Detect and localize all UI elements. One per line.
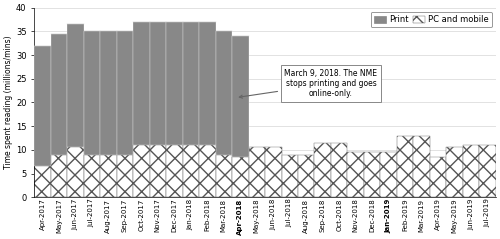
Bar (364, 152, 380, 197)
Bar (265, 147, 281, 197)
Bar (67, 24, 84, 147)
Bar (100, 155, 116, 197)
Bar (446, 147, 463, 197)
Bar (34, 46, 50, 166)
Bar (84, 155, 100, 197)
Bar (282, 155, 298, 197)
Bar (232, 36, 248, 157)
Bar (248, 147, 265, 197)
Bar (116, 31, 133, 155)
Bar (397, 136, 413, 197)
Bar (199, 22, 216, 145)
Bar (216, 31, 232, 155)
Bar (166, 145, 182, 197)
Bar (182, 22, 199, 145)
Bar (380, 152, 397, 197)
Bar (216, 155, 232, 197)
Bar (331, 143, 347, 197)
Bar (84, 31, 100, 155)
Bar (166, 22, 182, 145)
Bar (50, 34, 67, 155)
Bar (314, 143, 331, 197)
Bar (50, 155, 67, 197)
Bar (133, 22, 150, 145)
Bar (298, 155, 314, 197)
Legend: Print, PC and mobile: Print, PC and mobile (370, 12, 492, 27)
Bar (348, 152, 364, 197)
Bar (133, 145, 150, 197)
Bar (232, 157, 248, 197)
Bar (414, 136, 430, 197)
Bar (116, 155, 133, 197)
Bar (463, 145, 479, 197)
Bar (430, 157, 446, 197)
Y-axis label: Time spent reading (millions/mins): Time spent reading (millions/mins) (4, 36, 13, 169)
Bar (34, 166, 50, 197)
Text: March 9, 2018. The NME
stops printing and goes
online-only.: March 9, 2018. The NME stops printing an… (240, 69, 378, 98)
Bar (199, 145, 216, 197)
Bar (100, 31, 116, 155)
Bar (480, 145, 496, 197)
Bar (67, 147, 84, 197)
Bar (182, 145, 199, 197)
Bar (150, 145, 166, 197)
Bar (150, 22, 166, 145)
